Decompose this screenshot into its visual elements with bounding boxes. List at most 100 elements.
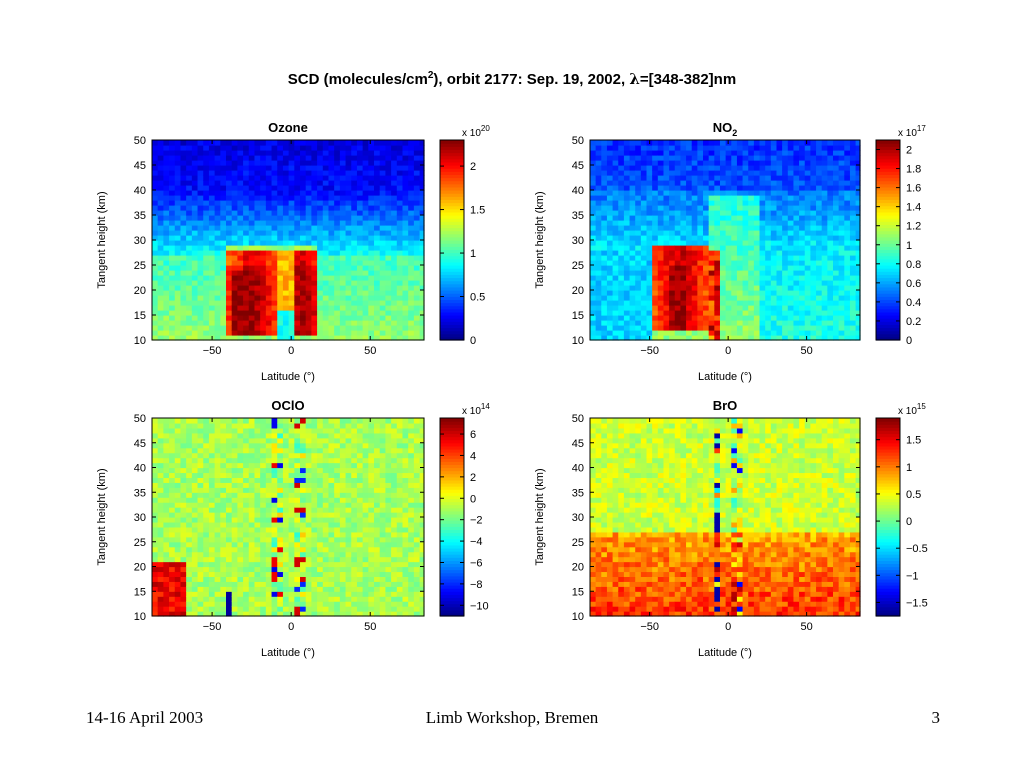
heatmap-cell (231, 541, 238, 548)
heatmap-cell (254, 260, 261, 266)
heatmap-cell (180, 175, 187, 181)
heatmap-cell (265, 432, 273, 439)
heatmap-cell (855, 255, 861, 261)
heatmap-cell (152, 255, 159, 261)
heatmap-cell (844, 170, 851, 176)
heatmap-cell (254, 517, 261, 523)
heatmap-cell (169, 487, 176, 493)
heatmap-cell (838, 150, 845, 156)
heatmap-cell (776, 140, 783, 146)
heatmap-cell (629, 190, 636, 196)
heatmap-cell (260, 265, 267, 271)
heatmap-cell (759, 250, 766, 256)
heatmap-cell (612, 190, 619, 196)
heatmap-cell (385, 300, 392, 306)
heatmap-cell (237, 427, 244, 434)
heatmap-cell (214, 482, 221, 488)
heatmap-cell (402, 205, 409, 211)
heatmap-cell (277, 315, 284, 321)
heatmap-cell (618, 330, 625, 336)
heatmap-cell (197, 325, 204, 331)
heatmap-cell (765, 165, 772, 171)
heatmap-cell (271, 452, 278, 459)
heatmap-cell (646, 275, 653, 281)
heatmap-cell (220, 260, 227, 266)
heatmap-cell (174, 305, 182, 311)
heatmap-cell (328, 250, 335, 256)
heatmap-cell (345, 200, 352, 206)
heatmap-cell (157, 260, 164, 266)
heatmap-cell (725, 255, 732, 261)
heatmap-cell (793, 300, 800, 306)
heatmap-cell (855, 320, 861, 326)
heatmap-cell (334, 330, 341, 336)
heatmap-cell (674, 200, 682, 206)
heatmap-cell (260, 160, 267, 166)
heatmap-cell (612, 165, 619, 171)
heatmap-cell (753, 225, 761, 231)
heatmap-cell (180, 422, 187, 429)
heatmap-cell (714, 210, 721, 216)
heatmap-cell (374, 315, 381, 321)
heatmap-cell (640, 145, 648, 151)
heatmap-cell (799, 175, 806, 181)
heatmap-cell (402, 140, 409, 146)
heatmap-cell (844, 240, 851, 246)
heatmap-cell (736, 310, 744, 316)
heatmap-cell (231, 422, 238, 429)
heatmap-cell (203, 442, 210, 449)
heatmap-cell (271, 155, 278, 161)
heatmap-cell (606, 210, 614, 216)
heatmap-cell (300, 235, 307, 241)
colorbar-segment (876, 152, 900, 157)
heatmap-cell (849, 245, 857, 251)
heatmap-cell (419, 325, 425, 331)
heatmap-cell (776, 205, 783, 211)
heatmap-cell (590, 265, 597, 271)
heatmap-cell (714, 240, 721, 246)
heatmap-cell (396, 205, 404, 211)
heatmap-cell (776, 245, 783, 251)
heatmap-cell (231, 586, 238, 592)
heatmap-cell (657, 190, 665, 196)
heatmap-cell (237, 521, 244, 528)
heatmap-cell (334, 245, 341, 251)
heatmap-cell (294, 200, 301, 206)
heatmap-cell (844, 215, 851, 221)
heatmap-cell (362, 285, 369, 291)
heatmap-cell (697, 335, 704, 341)
heatmap-cell (226, 546, 233, 553)
heatmap-cell (708, 250, 715, 256)
heatmap-cell (368, 260, 375, 266)
heatmap-cell (186, 581, 193, 587)
heatmap-cell (260, 255, 267, 261)
heatmap-cell (385, 255, 392, 261)
heatmap-cell (719, 330, 727, 336)
heatmap-cell (844, 230, 851, 236)
heatmap-cell (180, 325, 187, 331)
heatmap-cell (163, 185, 170, 191)
heatmap-cell (787, 190, 795, 196)
heatmap-cell (311, 195, 318, 201)
heatmap-cell (254, 325, 261, 331)
heatmap-cell (618, 220, 625, 226)
heatmap-cell (799, 290, 806, 296)
heatmap-cell (157, 606, 164, 612)
heatmap-cell (157, 581, 164, 587)
heatmap-cell (226, 290, 233, 296)
heatmap-cell (787, 170, 795, 176)
heatmap-cell (782, 300, 789, 306)
heatmap-cell (590, 145, 597, 151)
heatmap-cell (855, 160, 861, 166)
heatmap-cell (697, 185, 704, 191)
heatmap-cell (731, 210, 738, 216)
heatmap-cell (590, 305, 597, 311)
heatmap-cell (748, 305, 755, 311)
heatmap-cell (265, 230, 273, 236)
heatmap-cell (770, 310, 778, 316)
heatmap-cell (186, 215, 193, 221)
heatmap-cell (759, 145, 766, 151)
heatmap-cell (719, 180, 727, 186)
heatmap-cell (793, 315, 800, 321)
heatmap-cell (214, 175, 221, 181)
